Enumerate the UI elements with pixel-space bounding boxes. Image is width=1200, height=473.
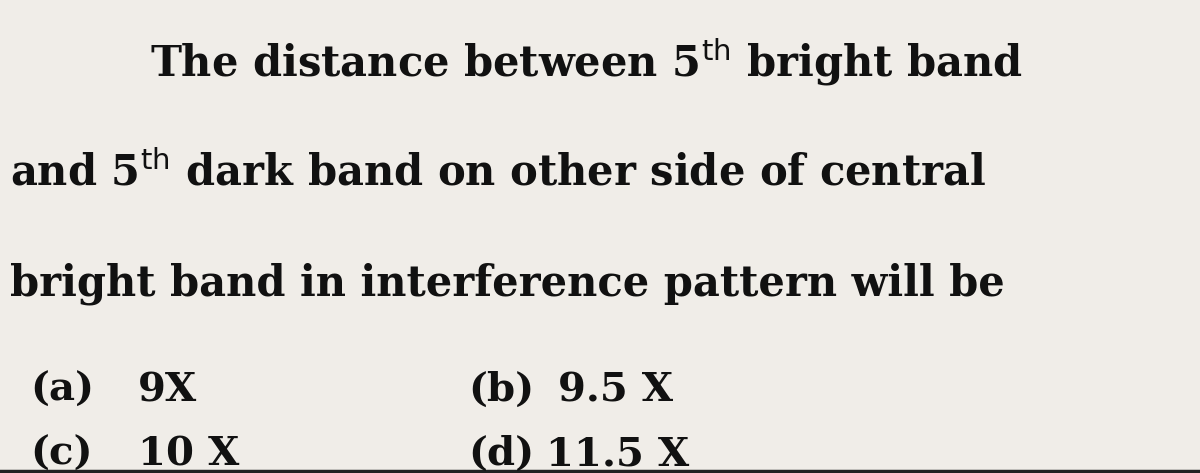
Text: and 5$^{\mathrm{th}}$ dark band on other side of central: and 5$^{\mathrm{th}}$ dark band on other…	[10, 151, 985, 194]
Text: The distance between 5$^{\mathrm{th}}$ bright band: The distance between 5$^{\mathrm{th}}$ b…	[150, 35, 1024, 88]
Text: 9.5 X: 9.5 X	[558, 371, 673, 409]
Text: 11.5 X: 11.5 X	[546, 435, 689, 473]
Text: (d): (d)	[468, 435, 534, 473]
Text: 10 X: 10 X	[138, 435, 239, 473]
Text: (c): (c)	[30, 435, 92, 473]
Text: bright band in interference pattern will be: bright band in interference pattern will…	[10, 263, 1004, 305]
Text: (a): (a)	[30, 371, 94, 409]
Text: (b): (b)	[468, 371, 534, 409]
Text: 9X: 9X	[138, 371, 197, 409]
